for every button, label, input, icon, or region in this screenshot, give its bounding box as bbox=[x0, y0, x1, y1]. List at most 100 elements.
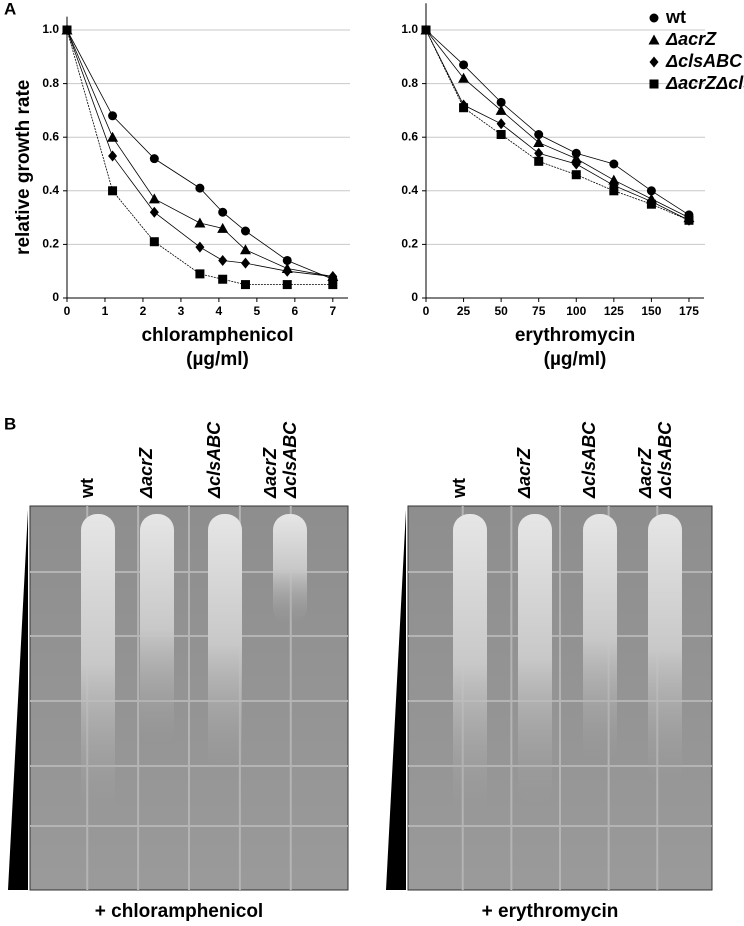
x-tick-label: 175 bbox=[679, 304, 699, 318]
marker bbox=[421, 25, 431, 35]
marker bbox=[534, 156, 544, 166]
growth-streak bbox=[208, 514, 242, 774]
growth-streak bbox=[273, 514, 307, 624]
marker bbox=[107, 131, 119, 142]
legend-label: ΔacrZ bbox=[665, 29, 717, 49]
marker bbox=[108, 111, 118, 121]
plate-caption: + chloramphenicol bbox=[95, 901, 263, 922]
series-line bbox=[66, 29, 333, 285]
marker bbox=[108, 150, 118, 162]
series-line bbox=[425, 29, 690, 216]
marker bbox=[609, 159, 619, 169]
marker bbox=[649, 13, 659, 23]
lane-label: ΔacrZ bbox=[635, 447, 655, 499]
marker bbox=[282, 280, 292, 290]
marker bbox=[218, 254, 228, 266]
x-tick-label: 0 bbox=[64, 304, 71, 318]
x-tick-label: 4 bbox=[216, 304, 223, 318]
x-tick-label: 25 bbox=[457, 304, 471, 318]
panel-label: A bbox=[4, 0, 16, 18]
marker bbox=[239, 244, 251, 255]
marker bbox=[328, 280, 338, 290]
x-tick-label: 50 bbox=[494, 304, 508, 318]
x-tick-label: 3 bbox=[178, 304, 185, 318]
y-tick-label: 0.6 bbox=[401, 129, 418, 143]
marker bbox=[459, 103, 469, 113]
x-tick-label: 7 bbox=[329, 304, 336, 318]
series-line bbox=[425, 29, 690, 221]
marker bbox=[62, 25, 72, 35]
x-tick-label: 125 bbox=[604, 304, 624, 318]
growth-streak bbox=[140, 514, 174, 744]
lane-label: wt bbox=[449, 478, 469, 499]
x-tick-label: 150 bbox=[641, 304, 661, 318]
marker bbox=[649, 79, 659, 89]
lane-label: ΔclsABC bbox=[655, 421, 675, 499]
lane-label: ΔclsABC bbox=[204, 421, 224, 499]
series-line bbox=[66, 29, 333, 280]
marker bbox=[534, 147, 544, 159]
x-axis-label: chloramphenicol bbox=[141, 325, 293, 346]
marker bbox=[328, 271, 338, 283]
series-line bbox=[66, 29, 333, 277]
panel-label: B bbox=[4, 414, 16, 433]
legend-label: wt bbox=[665, 7, 686, 27]
marker bbox=[149, 154, 159, 164]
y-tick-label: 0.8 bbox=[42, 76, 59, 90]
y-tick-label: 0 bbox=[52, 290, 59, 304]
marker bbox=[571, 158, 581, 170]
marker bbox=[495, 104, 507, 115]
marker bbox=[282, 255, 292, 265]
lane-label: ΔacrZ bbox=[136, 447, 156, 499]
marker bbox=[149, 206, 159, 218]
y-tick-label: 0.6 bbox=[42, 129, 59, 143]
y-tick-label: 1.0 bbox=[401, 22, 418, 36]
x-tick-label: 100 bbox=[566, 304, 586, 318]
lane-label: ΔacrZ bbox=[260, 447, 280, 499]
y-tick-label: 0.4 bbox=[42, 183, 59, 197]
x-tick-label: 5 bbox=[254, 304, 261, 318]
marker bbox=[496, 97, 506, 107]
x-tick-label: 1 bbox=[102, 304, 109, 318]
lane-label: ΔacrZ bbox=[514, 447, 534, 499]
x-axis-label: (µg/ml) bbox=[544, 349, 607, 370]
marker bbox=[459, 60, 469, 70]
marker bbox=[240, 257, 250, 269]
marker bbox=[571, 170, 581, 180]
x-tick-label: 75 bbox=[532, 304, 546, 318]
x-tick-label: 0 bbox=[423, 304, 430, 318]
marker bbox=[240, 280, 250, 290]
marker bbox=[534, 130, 544, 140]
legend-label: ΔclsABC bbox=[665, 51, 743, 71]
gradient-wedge bbox=[386, 510, 406, 890]
marker bbox=[217, 222, 229, 233]
y-tick-label: 0.2 bbox=[401, 237, 418, 251]
series-line bbox=[66, 29, 333, 277]
marker bbox=[533, 137, 545, 148]
marker bbox=[458, 72, 470, 83]
lane-label: ΔclsABC bbox=[280, 421, 300, 499]
x-tick-label: 2 bbox=[140, 304, 147, 318]
y-tick-label: 0 bbox=[411, 290, 418, 304]
series-line bbox=[425, 29, 690, 221]
y-tick-label: 0.8 bbox=[401, 76, 418, 90]
marker bbox=[684, 215, 694, 225]
marker bbox=[148, 193, 160, 204]
marker bbox=[648, 34, 660, 45]
marker bbox=[496, 118, 506, 130]
marker bbox=[570, 153, 582, 164]
marker bbox=[195, 183, 205, 193]
growth-streak bbox=[518, 514, 552, 804]
marker bbox=[646, 199, 656, 209]
series-line bbox=[425, 29, 690, 218]
x-tick-label: 6 bbox=[291, 304, 298, 318]
x-axis-label: (µg/ml) bbox=[186, 349, 249, 370]
gradient-wedge bbox=[8, 510, 28, 890]
plates: wt ΔacrZ ΔclsABC ΔacrZ ΔclsABC+ chlorampheni… bbox=[8, 421, 713, 922]
lane-label: wt bbox=[77, 478, 97, 499]
marker bbox=[608, 174, 620, 185]
growth-streak bbox=[81, 514, 115, 814]
marker bbox=[646, 186, 656, 196]
